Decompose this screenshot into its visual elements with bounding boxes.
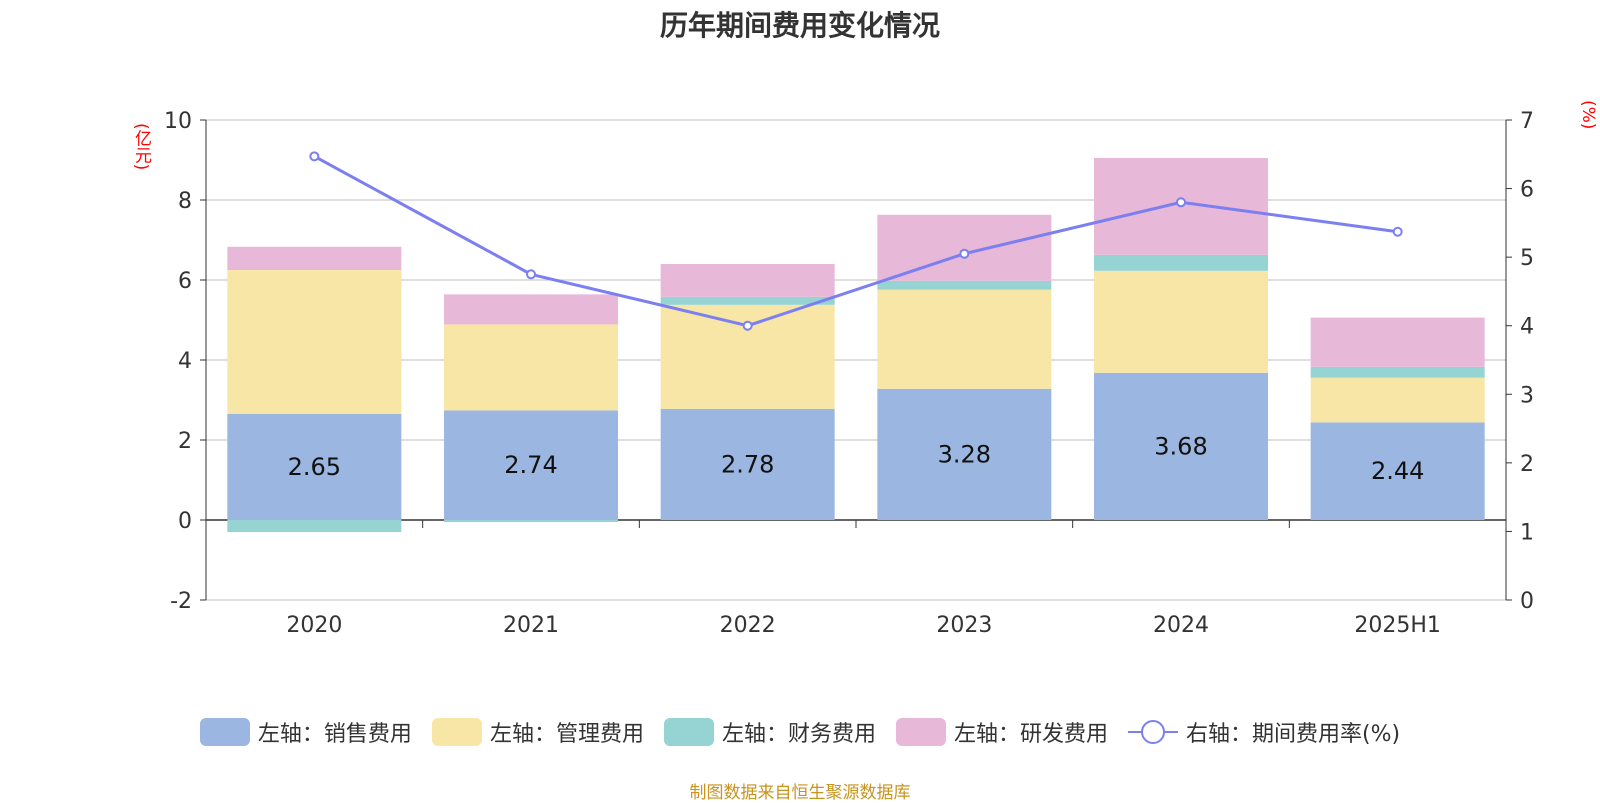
data-label: 2.44 xyxy=(1371,457,1424,485)
left-tick-label: -2 xyxy=(170,589,192,614)
bar-segment-2 xyxy=(1094,254,1268,271)
bar-segment-0 xyxy=(1310,422,1485,520)
bar-segment-0 xyxy=(1094,372,1268,520)
right-tick-label: 4 xyxy=(1520,315,1534,340)
legend-swatch-expense-rate xyxy=(1127,718,1178,746)
bar-segment-3 xyxy=(444,294,618,325)
left-axis-unit: (亿元) xyxy=(131,123,151,171)
chart-plot: -2 0 2 4 6 8 10 0 1 2 3 4 5 6 7 2020 2021 2022 2023 2024 202… xyxy=(164,109,1534,638)
chart-legend: 左轴：销售费用 左轴：管理费用 左轴：财务费用 左轴：研发费用 右轴：期间费用率… xyxy=(0,716,1600,748)
data-label: 2.78 xyxy=(721,450,774,478)
legend-item-finance[interactable]: 左轴：财务费用 xyxy=(663,716,876,748)
x-tick-label: 2023 xyxy=(936,613,992,638)
legend-item-rnd[interactable]: 左轴：研发费用 xyxy=(895,716,1108,748)
right-tick-label: 2 xyxy=(1520,452,1534,477)
rate-point xyxy=(526,269,536,280)
left-tick-label: 6 xyxy=(178,269,192,294)
legend-label-finance: 左轴：财务费用 xyxy=(721,722,876,747)
left-tick-label: 2 xyxy=(178,429,192,454)
left-tick-label: 10 xyxy=(164,109,192,134)
left-tick-label: 4 xyxy=(178,349,192,374)
bar-segment-3 xyxy=(227,246,402,270)
bar-segment-2 xyxy=(660,296,835,305)
legend-item-admin[interactable]: 左轴：管理费用 xyxy=(431,716,644,748)
bar-segment-0 xyxy=(660,408,835,520)
bar-segment-1 xyxy=(444,324,618,411)
legend-item-sales[interactable]: 左轴：销售费用 xyxy=(199,716,412,748)
data-label: 2.74 xyxy=(504,451,557,479)
legend-swatch-sales xyxy=(199,718,250,746)
right-tick-label: 6 xyxy=(1520,178,1534,203)
bar-segment-3 xyxy=(660,264,835,297)
x-tick-label: 2024 xyxy=(1153,613,1209,638)
x-tick-label: 2021 xyxy=(503,613,559,638)
bar-segment-2 xyxy=(877,280,1052,290)
bar-segment-1 xyxy=(877,289,1052,389)
data-label: 3.68 xyxy=(1154,432,1207,460)
right-axis-unit: (%) xyxy=(1578,100,1598,130)
right-tick-label: 7 xyxy=(1520,109,1534,134)
legend-swatch-admin xyxy=(431,718,482,746)
bar-segment-2 xyxy=(1310,366,1485,378)
legend-item-expense-rate[interactable]: 右轴：期间费用率(%) xyxy=(1127,716,1401,748)
bar-segment-1 xyxy=(1310,377,1485,423)
bar-segment-0 xyxy=(227,414,402,520)
rate-point xyxy=(1176,197,1186,208)
bar-segment-1 xyxy=(227,270,402,414)
bar-segment-3 xyxy=(877,214,1052,281)
x-tick-label: 2022 xyxy=(720,613,776,638)
bar-segment-2 xyxy=(444,520,618,522)
chart-title: 历年期间费用变化情况 xyxy=(659,9,940,42)
left-tick-label: 8 xyxy=(178,189,192,214)
x-tick-label: 2020 xyxy=(286,613,342,638)
x-tick-label: 2025H1 xyxy=(1354,613,1441,638)
rate-point xyxy=(959,248,970,259)
rate-line xyxy=(313,155,1398,328)
bar-segment-2 xyxy=(227,520,402,532)
bar-segment-0 xyxy=(444,410,618,520)
right-tick-label: 1 xyxy=(1520,520,1534,545)
right-tick-label: 0 xyxy=(1520,589,1534,614)
source-note: 制图数据来自恒生聚源数据库 xyxy=(689,783,911,803)
legend-swatch-finance xyxy=(663,718,714,746)
bar-segment-1 xyxy=(1094,270,1268,373)
legend-label-sales: 左轴：销售费用 xyxy=(257,722,412,747)
bar-segment-1 xyxy=(660,304,835,409)
bar-segment-3 xyxy=(1310,317,1485,367)
rate-point xyxy=(309,151,320,162)
bar-segment-0 xyxy=(877,388,1052,520)
rate-point xyxy=(1392,226,1403,237)
right-tick-label: 5 xyxy=(1520,246,1534,271)
rate-point xyxy=(742,320,753,331)
legend-label-expense-rate: 右轴：期间费用率(%) xyxy=(1185,722,1401,747)
left-tick-label: 0 xyxy=(178,509,192,534)
data-label: 3.28 xyxy=(938,440,991,468)
right-tick-label: 3 xyxy=(1520,383,1534,408)
legend-label-admin: 左轴：管理费用 xyxy=(489,722,644,747)
legend-label-rnd: 左轴：研发费用 xyxy=(953,722,1108,747)
data-label: 2.65 xyxy=(288,453,341,481)
legend-swatch-rnd xyxy=(895,718,946,746)
